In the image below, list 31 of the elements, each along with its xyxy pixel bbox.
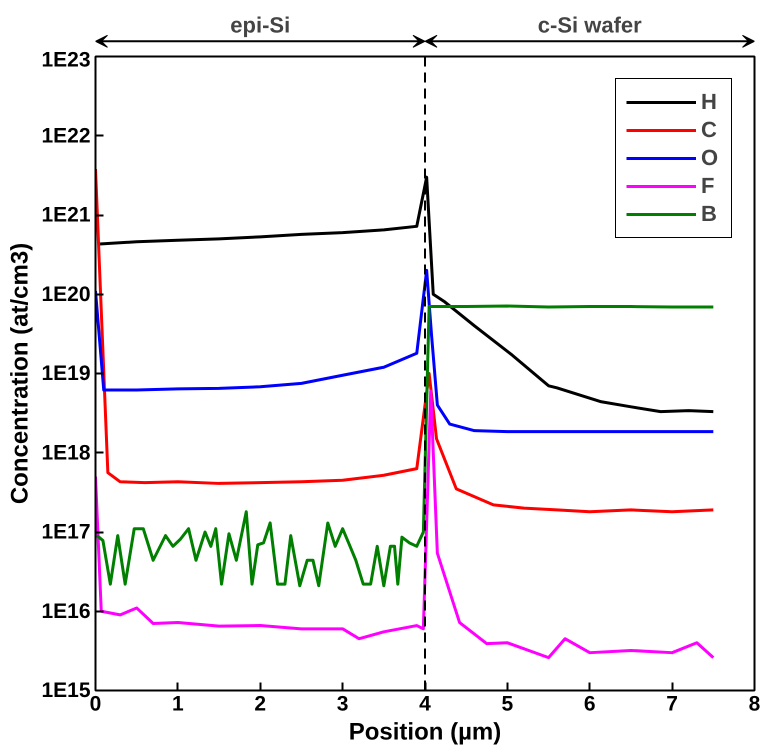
line-series (96, 268, 715, 434)
y-tick-label: 1E23 (41, 48, 90, 72)
y-tick-label: 1E15 (41, 679, 91, 702)
legend-label: H (701, 89, 718, 115)
y-tick-label: 1E17 (41, 520, 90, 544)
legend-label: C (701, 117, 718, 143)
x-tick-label: 8 (748, 692, 761, 716)
x-tick-label: 2 (254, 692, 266, 716)
line-series (96, 304, 715, 588)
text: c-Si wafer (538, 12, 642, 38)
line-series (96, 390, 715, 660)
x-tick-label: 4 (419, 692, 432, 716)
y-axis-title: Concentration (at/cm3) (6, 242, 34, 504)
y-tick-label: 1E22 (41, 124, 90, 148)
x-tick-label: 3 (336, 692, 348, 716)
text: epi-Si (230, 12, 290, 38)
y-tick-label: 1E18 (41, 441, 91, 464)
legend-label: F (701, 173, 716, 199)
legend-label: B (701, 201, 718, 227)
x-tick-label: 0 (90, 692, 102, 716)
y-tick-label: 1E21 (41, 204, 91, 226)
y-tick-label: 1E19 (41, 362, 90, 385)
x-axis-title: Position (µm) (348, 718, 502, 746)
y-tick-label: 1E20 (41, 282, 90, 306)
x-tick-label: 1 (172, 692, 184, 716)
line-series (96, 168, 715, 514)
x-tick-label: 5 (502, 692, 514, 716)
y-tick-label: 1E16 (41, 600, 90, 623)
legend-label: O (701, 145, 720, 171)
x-tick-label: 7 (666, 692, 678, 716)
x-tick-label: 6 (584, 692, 596, 716)
